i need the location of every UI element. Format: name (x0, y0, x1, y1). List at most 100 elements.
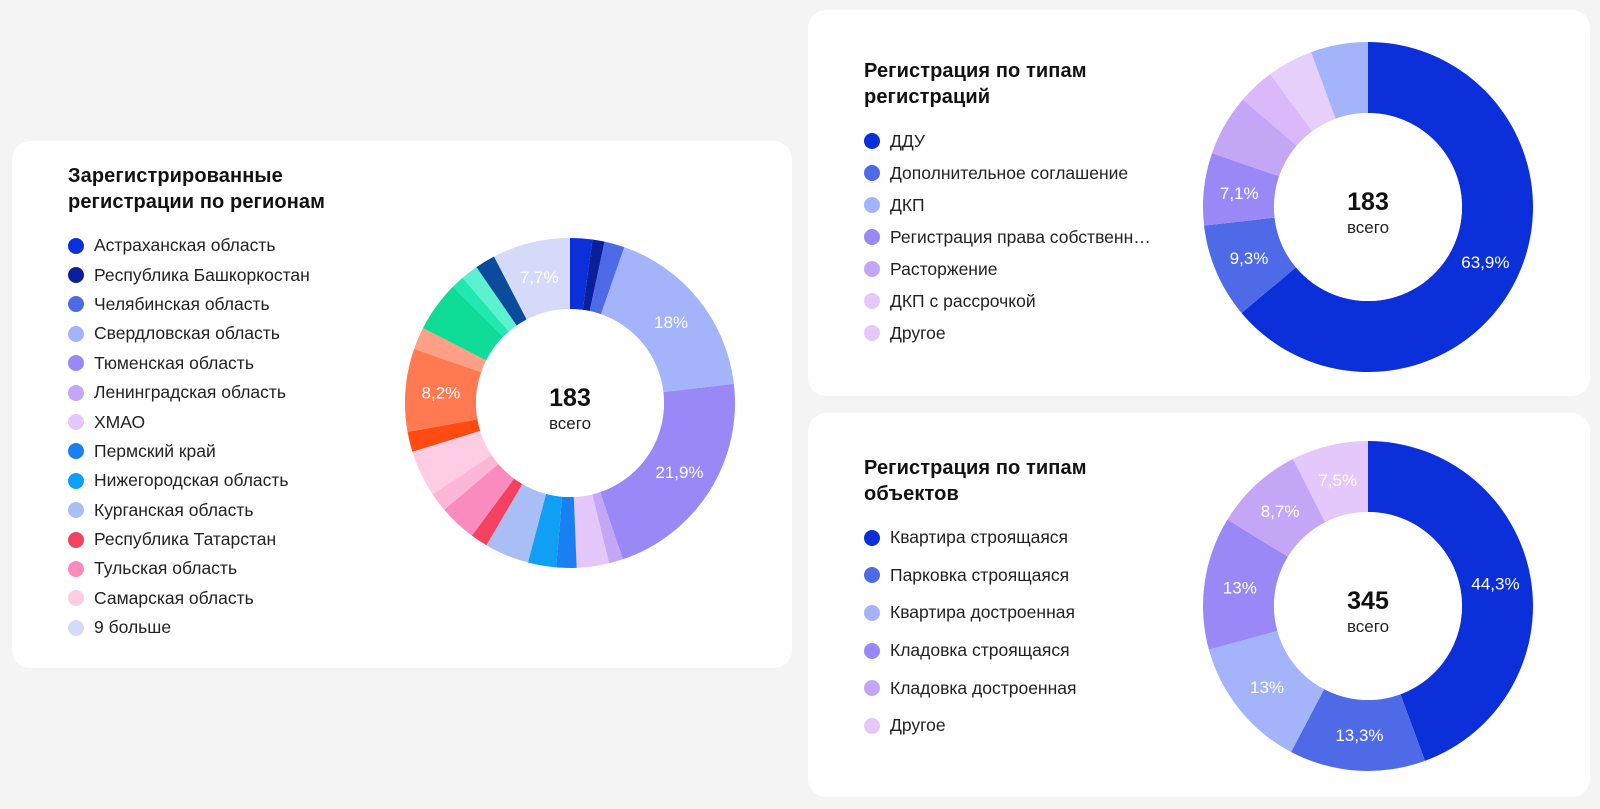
legend-item[interactable]: 9 больше (68, 613, 310, 642)
legend-item[interactable]: Другое (864, 317, 1151, 349)
legend-item[interactable]: Парковка строящаяся (864, 557, 1076, 595)
legend-item[interactable]: Регистрация права собственн… (864, 221, 1151, 253)
donut-slice[interactable] (589, 241, 625, 315)
legend-dot-icon (864, 165, 880, 181)
legend-label: ДКП (890, 194, 925, 215)
donut-slice[interactable] (412, 430, 492, 495)
donut-slice[interactable] (1270, 52, 1336, 132)
donut-slice[interactable] (1292, 441, 1368, 523)
legend-item[interactable]: Свердловская область (68, 319, 310, 348)
donut-slice[interactable] (407, 419, 481, 452)
legend-item[interactable]: ХМАО (68, 407, 310, 436)
donut-slice[interactable] (1242, 74, 1313, 146)
legend-label: Республика Татарстан (94, 529, 277, 550)
legend-dot-icon (68, 502, 84, 519)
legend-dot-icon (68, 472, 84, 489)
legend-item[interactable]: Другое (864, 707, 1076, 745)
donut-slice[interactable] (476, 256, 527, 326)
donut-slice[interactable] (592, 492, 623, 564)
donut-slice[interactable] (444, 463, 515, 536)
donut-total: 183 (549, 384, 591, 412)
legend-dot-icon (864, 642, 880, 659)
donut-slice[interactable] (1368, 441, 1533, 761)
legend-item[interactable]: Республика Татарстан (68, 525, 310, 554)
donut-slice[interactable] (414, 328, 487, 373)
legend-label: Астраханская область (94, 235, 276, 256)
donut-slice[interactable] (1208, 630, 1325, 752)
legend-dot-icon (68, 531, 84, 548)
legend-dot-icon (68, 267, 84, 284)
legend-label: Республика Башкоркостан (94, 264, 310, 285)
legend-label: Дополнительное соглашение (890, 162, 1129, 183)
donut-slice[interactable] (600, 383, 735, 560)
donut-slice[interactable] (1227, 459, 1326, 557)
legend-item[interactable]: Дополнительное соглашение (864, 157, 1151, 189)
donut-slice[interactable] (471, 478, 523, 546)
donut-center (1274, 113, 1462, 301)
legend-item[interactable]: Тульская область (68, 554, 310, 583)
donut-center (476, 309, 664, 497)
registration-types-donut-chart: 63,9% 9,3% 7,1% 183 всего (1203, 42, 1533, 372)
legend-item[interactable]: Курганская область (68, 496, 310, 525)
donut-slice[interactable] (452, 277, 509, 337)
donut-slice[interactable] (486, 484, 547, 563)
legend-label: Самарская область (94, 587, 254, 608)
donut-slice[interactable] (573, 494, 610, 568)
legend-item[interactable]: Квартира строящаяся (864, 519, 1076, 557)
donut-slice[interactable] (1241, 42, 1533, 372)
donut-slice[interactable] (1212, 99, 1297, 177)
legend-item[interactable]: Республика Башкоркостан (68, 260, 310, 289)
slice-percent-label: 18% (654, 313, 688, 332)
legend-item[interactable]: Самарская область (68, 584, 310, 613)
donut-slice[interactable] (600, 247, 734, 393)
donut-slice[interactable] (1203, 153, 1280, 226)
object-types-title: Регистрация по типам объектов (864, 457, 1087, 505)
legend-label: Тюменская область (94, 352, 254, 373)
legend-label: Челябинская область (94, 293, 270, 314)
registration-types-legend: ДДУ Дополнительное соглашение ДКП Регистрац… (864, 125, 1151, 349)
legend-item[interactable]: Нижегородская область (68, 466, 310, 495)
donut-slice[interactable] (1203, 519, 1288, 650)
legend-item[interactable]: ДКП (864, 189, 1151, 221)
legend-item[interactable]: Кладовка строящаяся (864, 632, 1076, 670)
donut-slice[interactable] (582, 239, 605, 312)
slice-percent-label: 13,3% (1335, 726, 1383, 745)
donut-center (1274, 512, 1462, 700)
donut-slice[interactable] (1204, 217, 1296, 313)
legend-label: Квартира строящаяся (890, 527, 1069, 548)
legend-label: Расторжение (890, 258, 998, 279)
legend-dot-icon (864, 717, 880, 734)
legend-item[interactable]: ДКП с рассрочкой (864, 285, 1151, 317)
donut-slice[interactable] (405, 348, 482, 432)
legend-item[interactable]: Пермский край (68, 437, 310, 466)
legend-dot-icon (68, 237, 84, 254)
slice-percent-label: 7,5% (1318, 471, 1357, 490)
donut-slice[interactable] (494, 238, 570, 320)
legend-item[interactable]: Челябинская область (68, 290, 310, 319)
legend-dot-icon (68, 619, 84, 636)
donut-slice[interactable] (432, 454, 499, 510)
legend-item[interactable]: Расторжение (864, 253, 1151, 285)
donut-slice[interactable] (1311, 42, 1368, 119)
donut-slice[interactable] (422, 286, 504, 361)
donut-slice[interactable] (556, 496, 577, 568)
donut-slice[interactable] (570, 238, 593, 310)
legend-dot-icon (864, 680, 880, 697)
donut-slice[interactable] (527, 493, 563, 568)
legend-dot-icon (68, 443, 84, 460)
legend-label: ДДУ (890, 130, 926, 151)
registration-types-title: Регистрация по типам регистраций (864, 60, 1087, 108)
legend-item[interactable]: Квартира достроенная (864, 594, 1076, 632)
donut-slice[interactable] (1291, 689, 1425, 771)
donut-slice[interactable] (462, 267, 517, 332)
legend-item[interactable]: Тюменская область (68, 349, 310, 378)
object-types-donut-chart: 44,3% 13,3% 13% 13% 8,7% 7,5% 345 всего (1203, 441, 1533, 771)
legend-item[interactable]: ДДУ (864, 125, 1151, 157)
legend-item[interactable]: Кладовка достроенная (864, 669, 1076, 707)
slice-percent-label: 8,2% (422, 384, 461, 403)
object-types-legend: Квартира строящаяся Парковка строящаяся Кв… (864, 519, 1076, 745)
legend-item[interactable]: Ленинградская область (68, 378, 310, 407)
legend-item[interactable]: Астраханская область (68, 231, 310, 260)
legend-dot-icon (864, 229, 880, 245)
object-types-card: Регистрация по типам объектов Квартира с… (808, 413, 1590, 797)
